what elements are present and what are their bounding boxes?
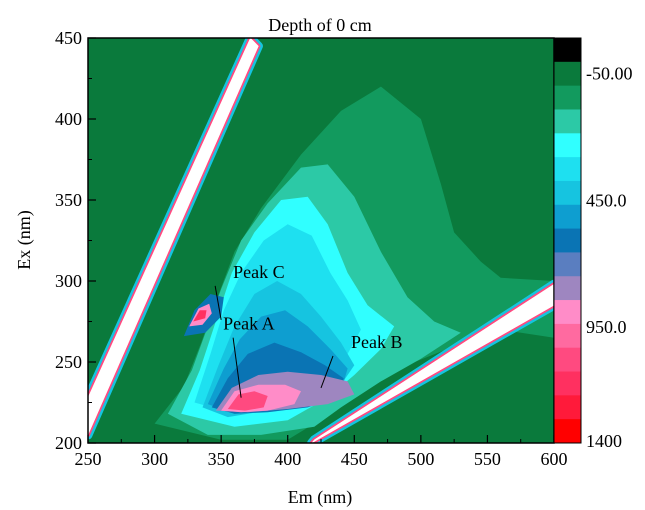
colorbar-swatch: [554, 252, 581, 277]
x-tick-label: 350: [208, 449, 235, 469]
peak-annotations: Peak A Peak B Peak C: [214, 262, 403, 398]
y-tick-label: 350: [55, 190, 82, 210]
colorbar-swatch: [554, 109, 581, 134]
colorbar-swatch: [554, 395, 581, 420]
annotation-leader: [320, 355, 334, 389]
contour-region: [193, 310, 207, 322]
colorbar-swatch: [554, 61, 581, 87]
chart-title: Depth of 0 cm: [268, 15, 371, 35]
annotation-label: Peak C: [233, 262, 285, 282]
contour-region: [227, 391, 268, 411]
colorbar-swatch: [554, 133, 581, 158]
colorbar-swatch: [554, 38, 581, 63]
x-tick-label: 600: [541, 449, 568, 469]
y-axis-label: Ex (nm): [14, 210, 35, 269]
colorbar-tick-label: 450.0: [586, 190, 627, 210]
colorbar-tick-label: 1400: [586, 431, 622, 451]
x-tick-label: 250: [75, 449, 102, 469]
y-axis: 200 250 300 350 400 450: [55, 28, 96, 453]
colorbar-tick-label: 950.0: [586, 317, 627, 337]
colorbar-swatch: [554, 323, 581, 349]
colorbar-swatch: [554, 276, 581, 301]
x-tick-label: 300: [141, 449, 168, 469]
annotation-leader: [214, 285, 222, 320]
y-tick-label: 450: [55, 28, 82, 48]
plot-area: [88, 38, 554, 443]
contour-layers: [154, 86, 554, 440]
colorbar-swatch: [554, 419, 581, 444]
x-tick-label: 400: [274, 449, 301, 469]
annotation-leader: [232, 337, 242, 398]
x-axis: 250 300 350 400 450 500 550 600: [75, 435, 568, 469]
colorbar-swatch: [554, 157, 581, 182]
colorbar-swatch: [554, 180, 581, 206]
x-tick-label: 550: [474, 449, 501, 469]
colorbar-swatch: [554, 371, 581, 396]
y-tick-label: 200: [55, 433, 82, 453]
annotation-label: Peak A: [223, 314, 275, 334]
colorbar-swatch: [554, 204, 581, 230]
scatter-bands: [88, 38, 554, 443]
scatter-band: [311, 283, 554, 443]
y-tick-label: 400: [55, 109, 82, 129]
y-tick-label: 300: [55, 271, 82, 291]
colorbar-labels: -50.00 450.0 950.0 1400: [586, 64, 633, 451]
scatter-band: [88, 38, 259, 436]
y-tick-label: 250: [55, 352, 82, 372]
x-tick-label: 450: [341, 449, 368, 469]
colorbar-frame: [553, 37, 582, 444]
x-tick-label: 500: [407, 449, 434, 469]
colorbar: [553, 37, 582, 444]
colorbar-tick-label: -50.00: [586, 64, 633, 84]
colorbar-swatch: [554, 347, 581, 373]
colorbar-swatch: [554, 228, 581, 253]
annotation-label: Peak B: [351, 332, 403, 352]
x-axis-label: Em (nm): [288, 487, 353, 508]
colorbar-swatch: [554, 85, 581, 110]
colorbar-swatch: [554, 300, 581, 325]
